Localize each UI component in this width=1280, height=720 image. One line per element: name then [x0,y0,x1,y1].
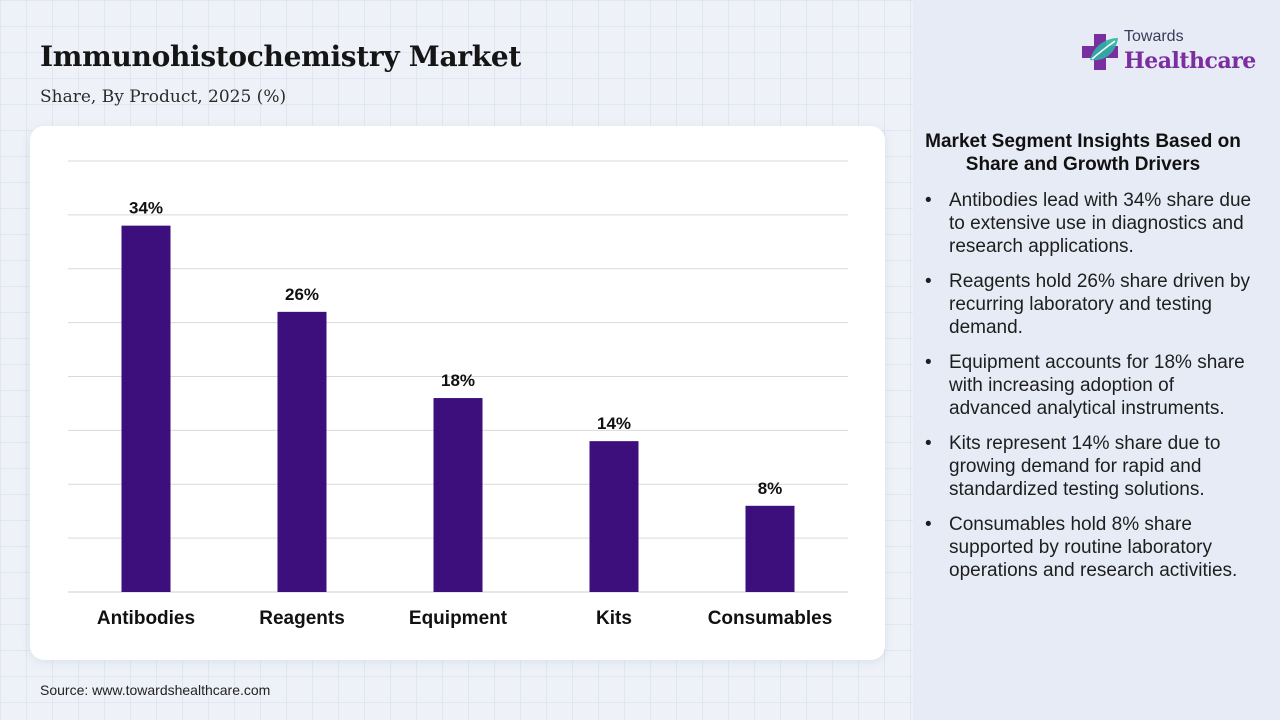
bar [433,398,483,592]
data-label: 14% [597,414,631,433]
insight-item: • Antibodies lead with 34% share due to e… [925,189,1255,258]
insight-text: Kits represent 14% share due to growing … [949,433,1221,500]
x-tick-label: Reagents [259,608,345,629]
chart-title: Immunohistochemistry Market [40,40,521,73]
x-tick-label: Antibodies [97,608,195,629]
insights-list: • Antibodies lead with 34% share due to e… [925,189,1255,594]
chart-card: 34% Antibodies 26% Reagents 18% Equipment 14% K… [30,126,885,660]
bullet-icon: • [925,433,932,454]
insight-item: • Kits represent 14% share due to growing… [925,432,1255,501]
insights-panel [913,0,1280,720]
bullet-icon: • [925,271,932,292]
bar [121,225,171,592]
brand-logo: Towards Healthcare [1080,28,1260,78]
chart-subtitle: Share, By Product, 2025 (%) [40,87,287,107]
bullet-icon: • [925,352,932,373]
bar [589,441,639,592]
data-label: 18% [441,371,475,390]
insight-item: • Consumables hold 8% share supported by … [925,513,1255,582]
bullet-icon: • [925,190,932,211]
insight-text: Consumables hold 8% share supported by r… [949,514,1238,581]
insight-text: Equipment accounts for 18% share with in… [949,352,1245,419]
bar [277,311,327,592]
x-tick-label: Equipment [409,608,508,629]
logo-towards-text: Towards [1124,28,1184,45]
bar [745,505,795,592]
insight-text: Reagents hold 26% share driven by recurr… [949,271,1251,338]
insight-item: • Equipment accounts for 18% share with i… [925,351,1255,420]
insight-text: Antibodies lead with 34% share due to ex… [949,190,1252,257]
logo-healthcare-text: Healthcare [1124,48,1256,74]
medical-cross-leaf-icon [1082,34,1118,70]
insight-item: • Reagents hold 26% share driven by recur… [925,270,1255,339]
data-label: 26% [285,285,319,304]
source-note: Source: www.towardshealthcare.com [40,682,271,698]
x-tick-label: Kits [596,608,632,629]
bar-chart: 34% Antibodies 26% Reagents 18% Equipment 14% K… [68,160,848,629]
bullet-icon: • [925,514,932,535]
insights-title: Market Segment Insights Based on Share a… [925,131,1241,175]
x-tick-label: Consumables [708,608,833,629]
data-label: 8% [758,479,783,498]
data-label: 34% [129,199,163,218]
